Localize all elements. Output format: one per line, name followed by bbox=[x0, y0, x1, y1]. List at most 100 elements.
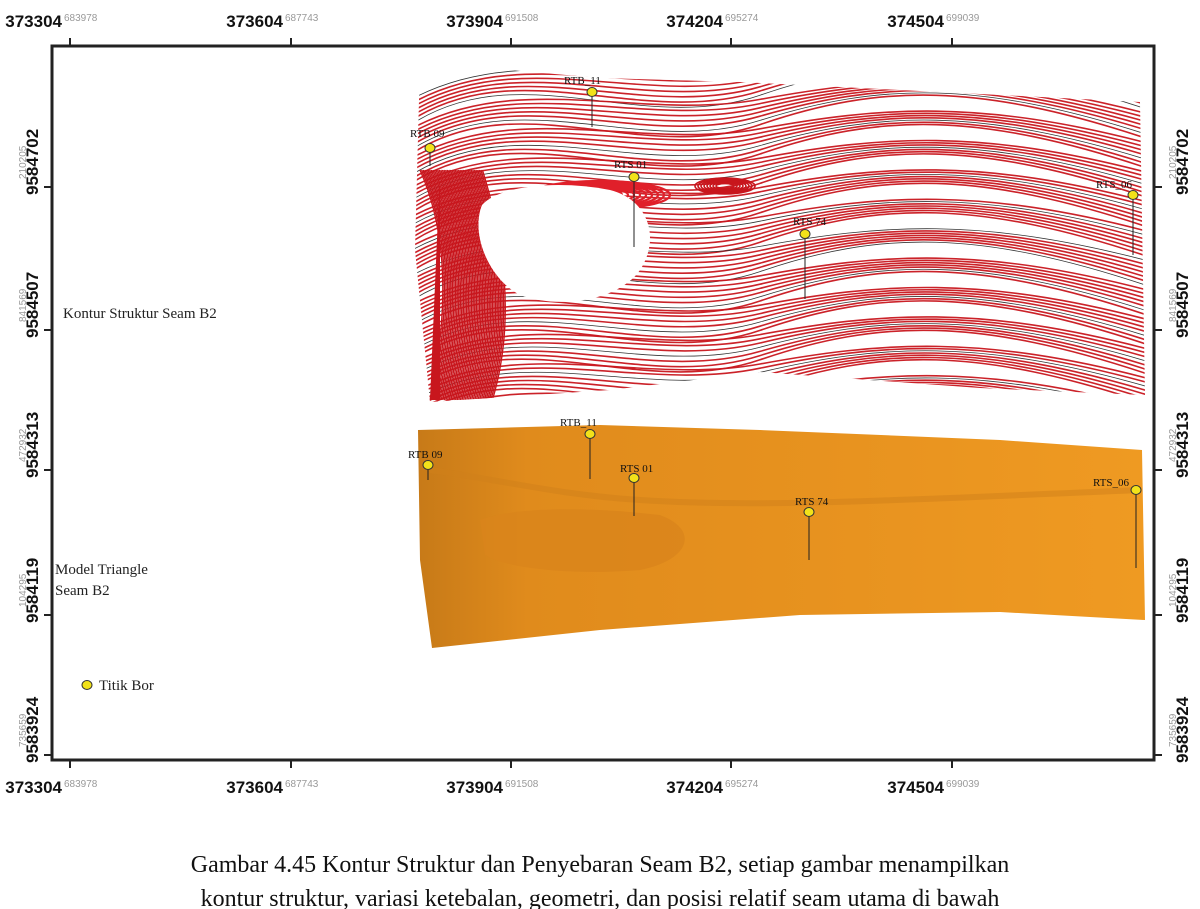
bottom-borehole-label: RTS 74 bbox=[795, 496, 829, 508]
x-tick-bottom-sublabel: 683978 bbox=[64, 779, 98, 790]
y-tick-right-sublabel: 104295 bbox=[1168, 573, 1179, 607]
contour-line bbox=[415, 323, 1145, 378]
x-tick-top-label: 374504 bbox=[887, 12, 944, 31]
y-tick-right-sublabel: 210205 bbox=[1168, 145, 1179, 179]
contour-line bbox=[415, 117, 1145, 173]
y-tick-left-sublabel: 735659 bbox=[18, 713, 29, 747]
contour-line bbox=[448, 169, 473, 401]
x-tick-bottom-label: 374204 bbox=[666, 778, 723, 797]
model-surface bbox=[418, 425, 1145, 648]
y-tick-right-sublabel: 472932 bbox=[1168, 428, 1179, 462]
contour-line bbox=[425, 169, 450, 401]
bottom-borehole-label: RTS_06 bbox=[1093, 477, 1130, 489]
boreholes-bottom: RTB_11 RTB 09 RTS 01 RTS 74 RTS_06 bbox=[408, 417, 1142, 568]
x-tick-bottom-label: 374504 bbox=[887, 778, 944, 797]
contour-line bbox=[415, 318, 1145, 370]
top-borehole-marker bbox=[628, 172, 640, 182]
legend-label: Titik Bor bbox=[99, 678, 154, 694]
contour-line bbox=[435, 169, 460, 401]
contour-line bbox=[715, 182, 735, 190]
contour-line bbox=[433, 169, 458, 401]
contour-line bbox=[415, 291, 1145, 345]
bottom-borehole-marker bbox=[584, 429, 596, 439]
x-tick-bottom-label: 373604 bbox=[226, 778, 283, 797]
contour-line bbox=[452, 169, 478, 401]
contour-line bbox=[446, 169, 471, 401]
contour-line bbox=[415, 141, 1145, 194]
contour-line bbox=[465, 169, 490, 401]
contour-line bbox=[449, 169, 474, 401]
y-tick-right-sublabel: 841569 bbox=[1168, 288, 1179, 322]
y-tick-right-sublabel: 735659 bbox=[1168, 713, 1179, 747]
contour-line bbox=[473, 169, 498, 401]
contour-line bbox=[475, 169, 500, 401]
contour-panel-label: Kontur Struktur Seam B2 bbox=[63, 306, 217, 322]
x-tick-bottom-sublabel: 699039 bbox=[946, 779, 980, 790]
contour-line bbox=[415, 320, 1145, 374]
contour-line bbox=[415, 347, 1145, 399]
x-axis-bottom: 373304 683978 373604 687743 373904 691508 3742… bbox=[5, 760, 980, 797]
contour-line bbox=[444, 169, 470, 401]
y-tick-left-label: 9584119 bbox=[23, 558, 42, 623]
contour-line bbox=[432, 169, 457, 401]
y-tick-left-label: 9584313 bbox=[23, 412, 42, 478]
contour-line bbox=[472, 169, 497, 401]
contour-line bbox=[454, 169, 479, 401]
contour-line bbox=[459, 169, 484, 401]
model-depression bbox=[480, 509, 685, 572]
bottom-borehole-label: RTB 09 bbox=[408, 449, 443, 461]
borehole-legend-icon bbox=[81, 680, 93, 690]
contour-line bbox=[456, 169, 481, 401]
x-tick-bottom-label: 373904 bbox=[446, 778, 503, 797]
contour-line bbox=[415, 123, 1145, 185]
contour-line bbox=[415, 325, 1145, 383]
contour-line bbox=[415, 293, 1145, 349]
x-axis-top: 373304 683978 373604 687743 373904 691508 3742… bbox=[5, 12, 980, 46]
contour-line bbox=[451, 169, 476, 401]
bottom-borehole-label: RTS 01 bbox=[620, 463, 653, 475]
contour-void bbox=[478, 185, 650, 302]
x-tick-top-sublabel: 683978 bbox=[64, 13, 98, 24]
contour-line bbox=[415, 300, 1145, 362]
y-tick-right-label: 9583924 bbox=[1173, 696, 1192, 763]
bottom-borehole-marker bbox=[803, 507, 815, 517]
top-borehole-label: RTS 01 bbox=[614, 159, 647, 171]
y-tick-right-label: 9584313 bbox=[1173, 412, 1192, 478]
contour-line bbox=[427, 169, 452, 401]
y-tick-left-label: 9584702 bbox=[23, 129, 42, 195]
y-tick-left-sublabel: 472932 bbox=[18, 428, 29, 462]
contour-line bbox=[430, 169, 455, 401]
bottom-borehole-marker bbox=[1130, 485, 1142, 495]
x-tick-top-sublabel: 699039 bbox=[946, 13, 980, 24]
contour-line bbox=[415, 146, 1145, 202]
contour-line bbox=[415, 94, 1145, 156]
y-tick-left-label: 9583924 bbox=[23, 696, 42, 763]
contour-line bbox=[428, 169, 454, 401]
contour-line bbox=[467, 169, 492, 401]
contour-line bbox=[415, 329, 1145, 391]
y-tick-right-label: 9584119 bbox=[1173, 558, 1192, 623]
contour-line bbox=[457, 169, 482, 401]
contour-line bbox=[415, 297, 1145, 357]
y-tick-left-sublabel: 210205 bbox=[18, 145, 29, 179]
legend: Titik Bor bbox=[81, 678, 154, 694]
contour-line bbox=[415, 153, 1145, 215]
model-panel-label-line2: Seam B2 bbox=[55, 583, 110, 599]
top-borehole-marker bbox=[1127, 190, 1139, 200]
caption-line-2: kontur struktur, variasi ketebalan, geom… bbox=[200, 886, 1000, 909]
x-tick-top-label: 373304 bbox=[5, 12, 62, 31]
contour-line bbox=[415, 121, 1145, 181]
y-tick-right-label: 9584702 bbox=[1173, 129, 1192, 195]
top-borehole-marker bbox=[424, 143, 436, 153]
y-tick-left-label: 9584507 bbox=[23, 272, 42, 338]
x-tick-bottom-sublabel: 695274 bbox=[725, 779, 759, 790]
contour-line bbox=[415, 327, 1145, 387]
contour-line bbox=[438, 169, 463, 401]
x-tick-top-label: 373604 bbox=[226, 12, 283, 31]
contour-line bbox=[468, 169, 494, 401]
model-panel-label-line1: Model Triangle bbox=[55, 562, 148, 578]
contour-line bbox=[436, 169, 462, 401]
y-tick-right-label: 9584507 bbox=[1173, 272, 1192, 338]
figure-caption: Gambar 4.45 Kontur Struktur dan Penyebar… bbox=[0, 848, 1200, 909]
